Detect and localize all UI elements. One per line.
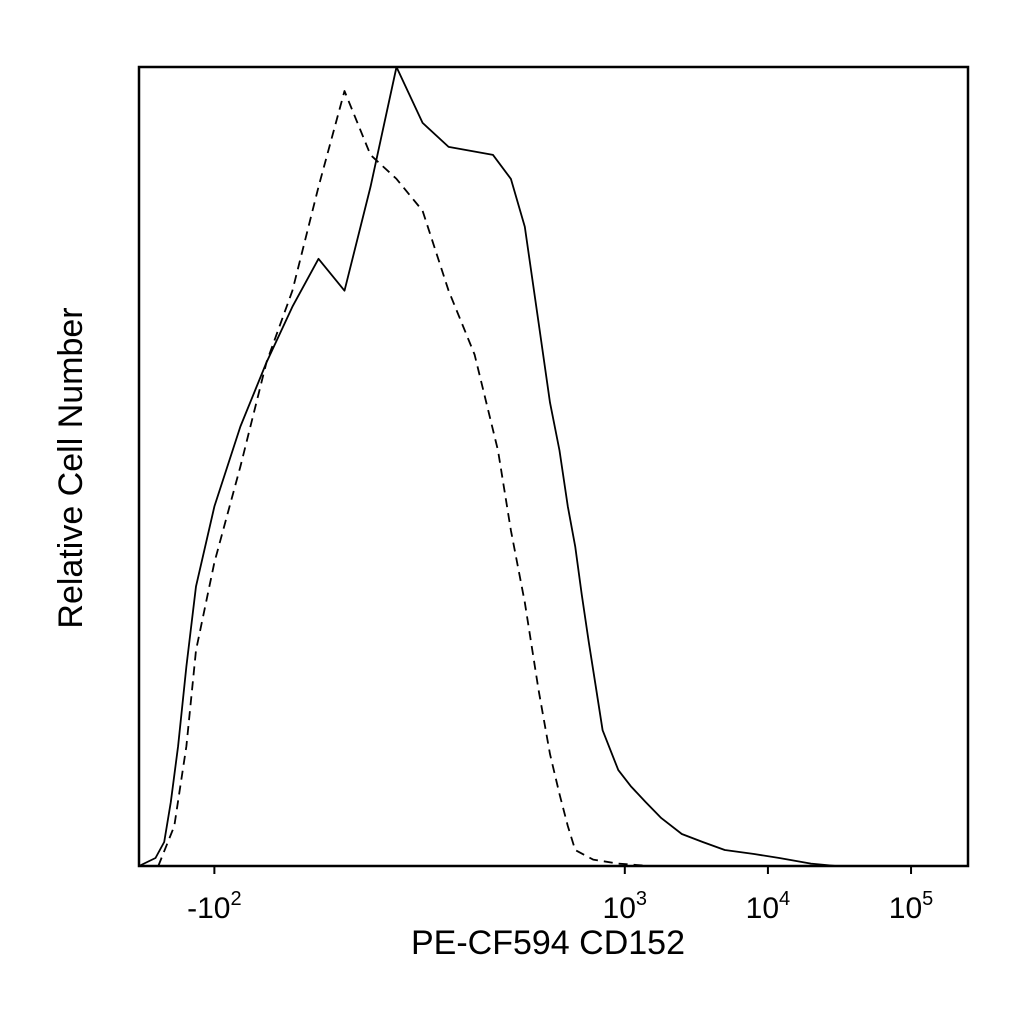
x-tick-label: 103 [603,888,648,925]
plot-frame [137,65,970,868]
x-tick-label: 104 [746,888,791,925]
histogram-curves [138,66,837,867]
y-axis-title: Relative Cell Number [52,307,90,628]
x-tick-label: 105 [889,888,934,925]
x-axis-title: PE-CF594 CD152 [411,924,685,962]
histogram-curve-solid [138,66,837,867]
x-tick-label: -102 [187,888,241,925]
x-axis-ticks: -102 103 104 105 [187,866,933,925]
